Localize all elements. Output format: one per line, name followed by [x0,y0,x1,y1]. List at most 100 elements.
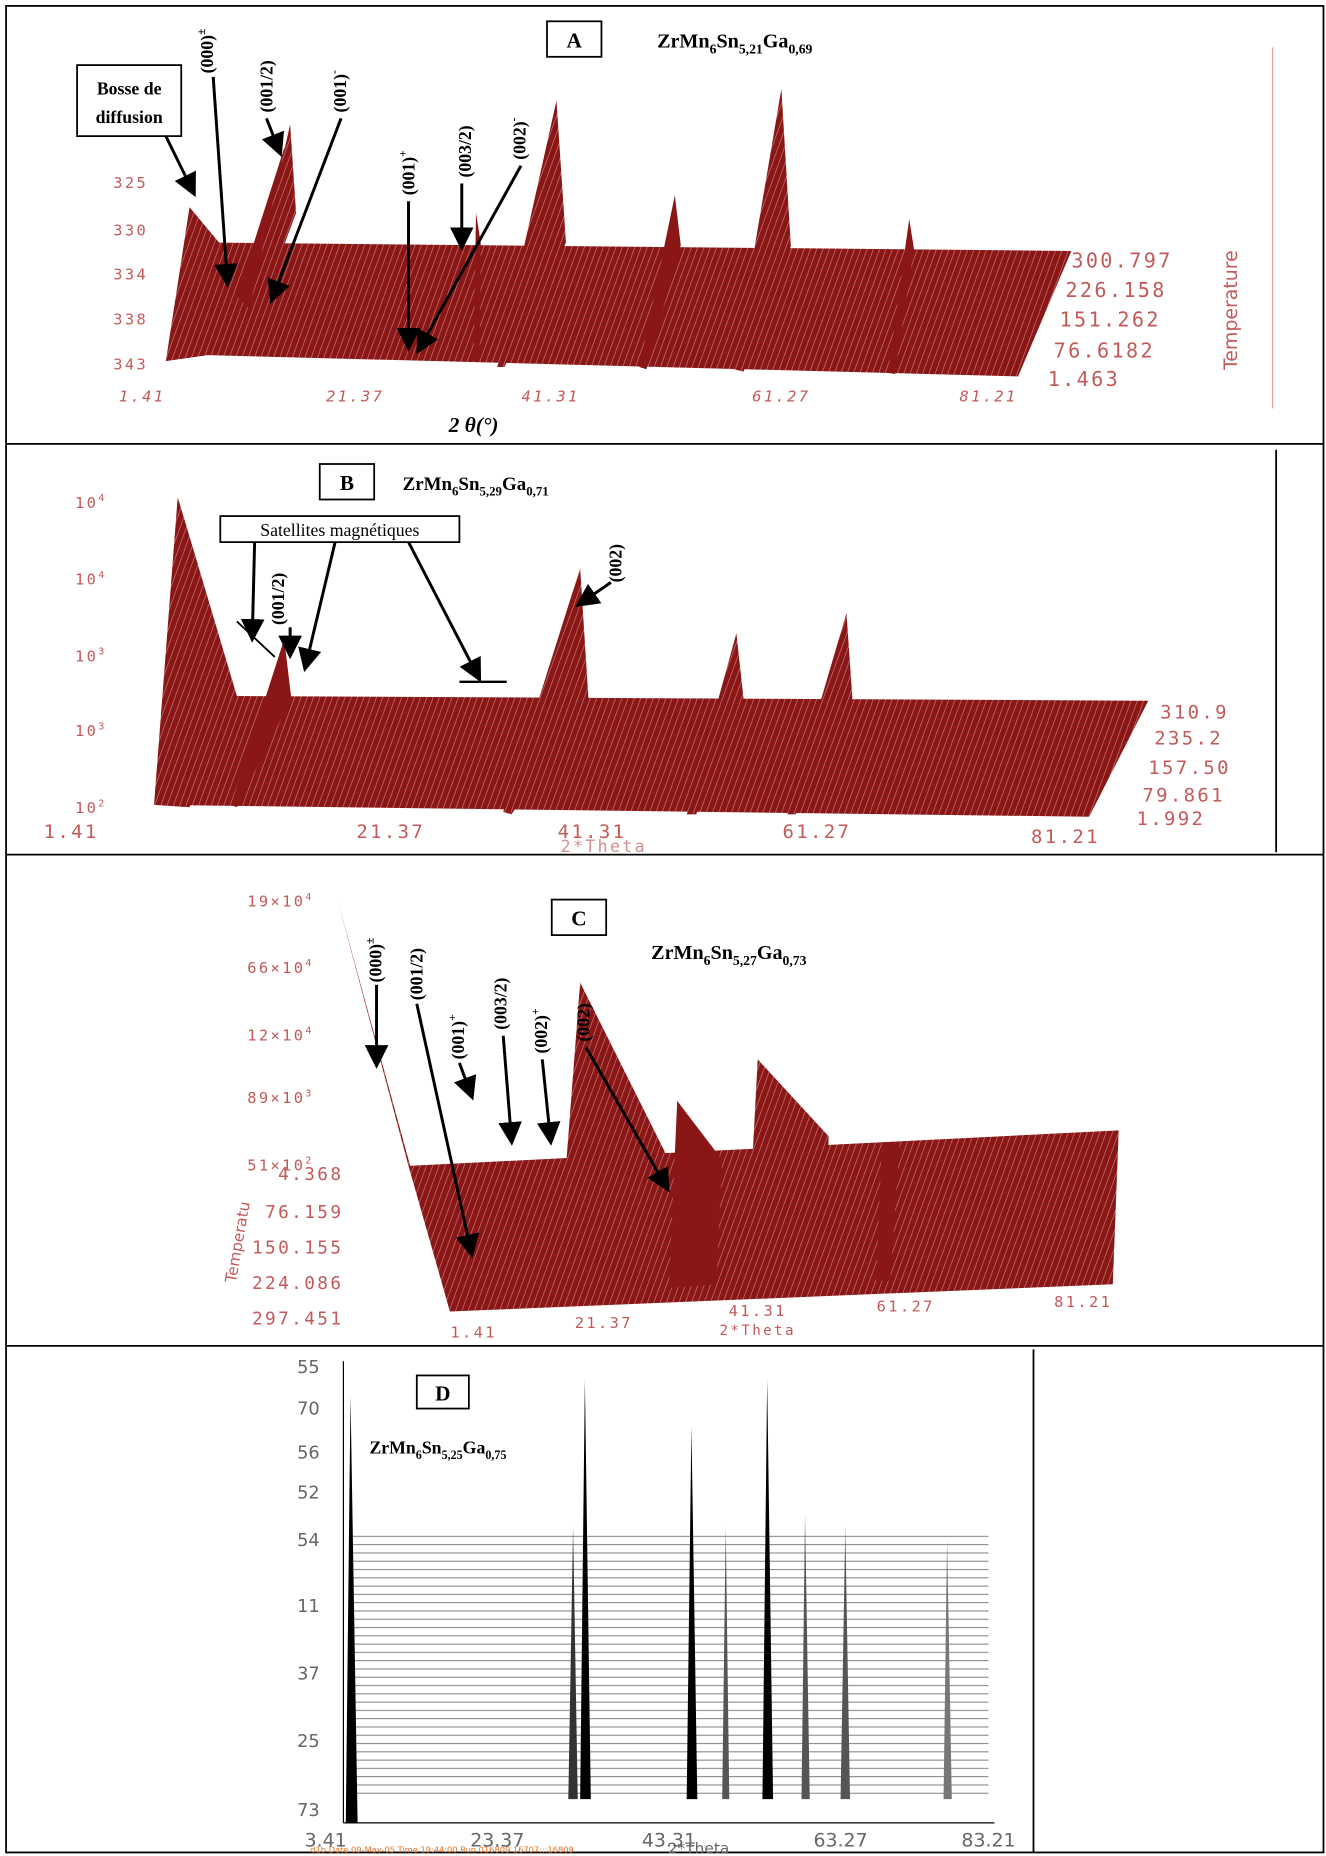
y-tick-label: 104 [75,493,107,512]
peak-label: (002)+ [530,1008,551,1053]
y-tick-label: 11 [297,1597,320,1617]
y-tick-label: 12×104 [247,1026,314,1045]
y-tick-label-base: 66×10 [247,959,305,977]
peak-label: (002) [574,1003,594,1042]
peak-label-sup: ± [196,29,208,35]
peak-label-base: (001) [398,157,418,196]
y-tick-label: 103 [75,647,107,666]
peak-label-sup: ± [364,938,376,944]
formula-element: ZrMn [657,30,710,52]
peak-label: (002) [606,544,626,583]
y-tick-label-sup: 4 [305,1026,313,1037]
x-tick-label: 41.31 [729,1302,787,1320]
y-tick-label-base: 19×10 [247,893,305,911]
peak-label: (001)- [329,70,350,112]
peak-label-base: (002) [531,1015,551,1054]
formula-subscript: 0,71 [526,485,549,499]
formula-subscript: 0,73 [783,953,807,968]
waterfall-a [165,47,1274,409]
x-tick-label: 81.21 [959,387,1017,405]
formula-subscript: 0,69 [788,41,812,56]
x-tick-label: 1.41 [119,387,166,405]
peak-label-sup: + [530,1008,542,1015]
peak-label: (001/2) [407,948,427,1000]
x-tick-label: 41.31 [558,821,627,843]
x-tick-label: 83.21 [961,1830,1015,1852]
depth-tick-label: 226.158 [1065,278,1166,302]
x-axis-label: 2 θ(°) [448,413,499,437]
y-tick-label: 51×102 [247,1156,314,1175]
formula-subscript: 5,29 [479,485,502,499]
arrows [164,76,670,1259]
note: diffusion [96,107,163,127]
annotation-boxes [76,20,608,1410]
peak-label-base: (001/2) [268,573,288,625]
peak-label: (002)- [509,117,530,159]
formula-subscript: 6 [452,485,459,499]
y-tick-label: 104 [75,570,107,589]
x-axis-label: 2*Theta [720,1323,796,1339]
formula-subscript: 5,27 [733,953,757,968]
formula-element: ZrMn [403,474,453,495]
formula-subscript: 5,25 [442,1448,463,1462]
peak-label-base: (003/2) [491,977,511,1029]
peak-label-base: (001) [330,74,350,113]
depth-tick-label: 157.50 [1148,757,1231,779]
peak-label-base: (002) [510,121,530,160]
y-tick-label: 55 [297,1358,320,1378]
note: Bosse de [97,79,162,99]
peak-label: (000)± [196,29,217,74]
peak-label-base: (000) [197,35,217,74]
depth-tick-label: 1.992 [1136,808,1205,830]
x-tick-label: 3.41 [305,1830,347,1852]
peak-label-base: (001/2) [407,948,427,1000]
y-tick-label: 334 [113,265,148,283]
x-tick-label: 61.27 [877,1298,935,1316]
formula-element: ZrMn [651,942,704,964]
y-tick-label-base: 10 [75,494,98,512]
depth-tick-label: 4.368 [278,1165,343,1185]
formula-element: Sn [422,1438,442,1458]
peak-label-sup: + [397,150,409,157]
y-tick-label-sup: 2 [305,1156,313,1167]
formula-element: Ga [763,30,789,52]
y-tick-label: 330 [113,222,148,240]
y-tick-label: 70 [297,1399,320,1419]
waterfall-b [154,497,1149,817]
depth-axis-label: Temperature [1220,250,1242,371]
y-tick-label: 343 [113,355,148,373]
y-tick-label-sup: 2 [98,798,106,809]
peak-label: (003/2) [455,125,475,177]
depth-tick-label: 1.463 [1048,367,1120,391]
y-tick-label: 37 [297,1665,320,1685]
frames [5,5,1325,1854]
peak-label-base: (001/2) [256,60,276,112]
depth-tick-label: 76.6182 [1054,338,1155,362]
x-tick-label: 61.27 [782,821,851,843]
y-tick-label: 66×104 [247,958,314,977]
note: Satellites magnétiques [260,520,419,540]
y-tick-label: 19×104 [247,892,314,911]
y-tick-label-base: 51×10 [247,1157,305,1175]
x-tick-label: 23.37 [470,1830,524,1852]
formula-element: Sn [716,30,738,52]
stacked-d [342,1361,995,1824]
depth-tick-label: 235.2 [1154,728,1223,750]
formula-element: Ga [463,1438,486,1458]
formula-subscript: 6 [416,1448,422,1462]
y-tick-label: 73 [297,1801,320,1821]
y-tick-label: 52 [297,1484,320,1504]
peak-label-base: (001) [448,1021,468,1060]
depth-tick-label: 297.451 [252,1310,343,1330]
formula-subscript: 6 [710,41,717,56]
y-tick-label-base: 89×10 [247,1089,305,1107]
y-tick-label-base: 10 [75,648,98,666]
y-tick-label-sup: 4 [305,892,313,903]
y-tick-label-sup: 3 [305,1088,313,1099]
y-tick-label: 25 [297,1732,320,1752]
y-tick-label-sup: 4 [98,570,106,581]
depth-tick-label: 79.861 [1142,784,1225,806]
peak-label-sup: + [447,1014,459,1021]
